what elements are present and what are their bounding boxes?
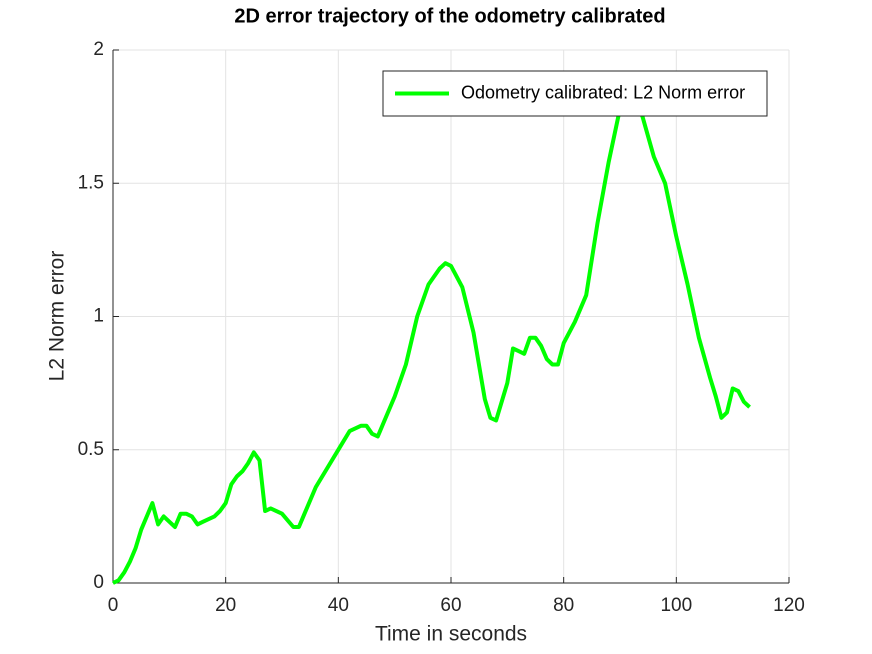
x-tick-label: 60 [440, 595, 461, 616]
x-tick-label: 80 [553, 595, 574, 616]
y-tick-label: 0 [93, 572, 104, 593]
chart-title: 2D error trajectory of the odometry cali… [234, 5, 665, 27]
x-tick-label: 0 [108, 595, 119, 616]
legend: Odometry calibrated: L2 Norm error [382, 70, 768, 117]
x-tick-label: 120 [773, 595, 805, 616]
y-tick-label: 1 [93, 306, 104, 327]
x-tick-label: 100 [660, 595, 692, 616]
data-line [112, 90, 751, 585]
y-tick-label: 0.5 [78, 439, 104, 460]
legend-label: Odometry calibrated: L2 Norm error [461, 82, 745, 102]
x-tick-label: 20 [215, 595, 236, 616]
x-axis-label: Time in seconds [375, 623, 527, 646]
y-axis-label: L2 Norm error [46, 251, 69, 382]
y-tick-label: 2 [93, 39, 104, 60]
x-tick-label: 40 [328, 595, 349, 616]
y-tick-label: 1.5 [78, 172, 104, 193]
